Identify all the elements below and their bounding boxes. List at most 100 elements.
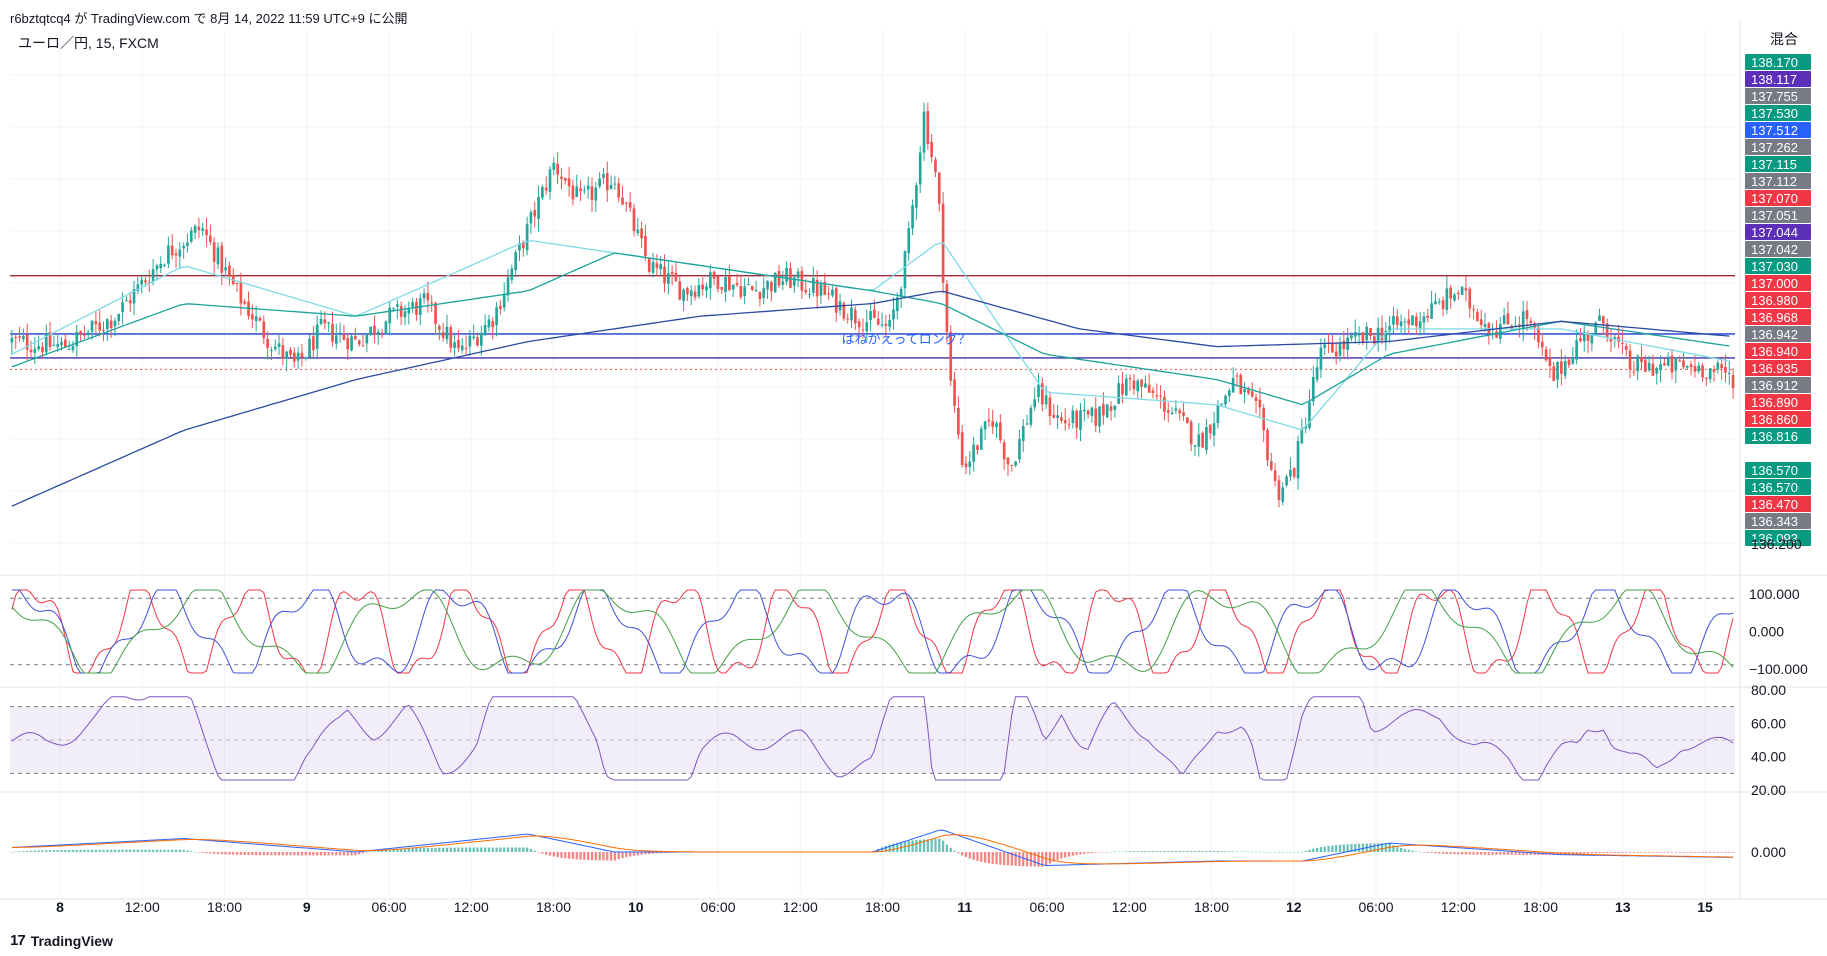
macd-histogram-bar — [655, 852, 659, 854]
candle — [472, 336, 476, 339]
candle — [514, 252, 518, 270]
candle — [1525, 310, 1529, 320]
candle — [907, 228, 911, 254]
symbol-label[interactable]: ユーロ／円, 15, FXCM — [18, 35, 159, 51]
macd-histogram-bar — [968, 852, 971, 859]
macd-histogram-bar — [1071, 852, 1075, 856]
rsi-band — [10, 706, 1735, 774]
macd-histogram-bar — [552, 852, 555, 857]
macd-histogram-bar — [235, 852, 239, 855]
candle — [716, 276, 720, 289]
candle — [434, 303, 437, 324]
macd-histogram-bar — [1186, 850, 1189, 852]
macd-histogram-bar — [37, 850, 40, 852]
candle — [521, 241, 525, 249]
macd-histogram-bar — [1678, 852, 1681, 853]
time-tick-label: 12:00 — [1441, 899, 1476, 915]
candle — [1590, 334, 1594, 344]
price-badge — [1745, 105, 1811, 121]
candle — [1666, 356, 1670, 366]
candle — [1144, 383, 1147, 388]
candle — [1189, 421, 1193, 445]
macd-histogram-bar — [140, 849, 143, 852]
candle — [1163, 396, 1166, 412]
candle — [1063, 420, 1067, 424]
candle — [1342, 340, 1346, 350]
cci-tick-label: 100.000 — [1749, 586, 1800, 602]
candle — [1399, 321, 1403, 327]
candle — [1678, 360, 1681, 362]
candle — [1693, 365, 1697, 372]
price-badge-label: 136.860 — [1751, 412, 1798, 427]
macd-histogram-bar — [1480, 852, 1483, 855]
candle — [1086, 410, 1090, 415]
macd-histogram-bar — [1586, 852, 1590, 854]
candle — [1502, 315, 1506, 325]
candle — [1705, 377, 1708, 379]
candle — [224, 267, 227, 271]
macd-histogram-bar — [579, 852, 582, 860]
macd-histogram-bar — [281, 852, 285, 856]
macd-tick-label: 0.000 — [1751, 844, 1786, 860]
macd-histogram-bar — [1323, 846, 1326, 852]
candle — [1178, 410, 1182, 414]
candle — [689, 290, 693, 297]
macd-histogram-bar — [1239, 851, 1242, 853]
macd-histogram-bar — [274, 852, 277, 856]
footer-logo[interactable]: 17 TradingView — [10, 932, 113, 949]
macd-histogram-bar — [1308, 849, 1311, 852]
candle — [373, 325, 376, 335]
candle — [819, 283, 823, 296]
candle — [1296, 441, 1300, 479]
macd-histogram-bar — [545, 852, 548, 855]
macd-histogram-bar — [922, 839, 926, 852]
macd-histogram-bar — [919, 839, 922, 852]
macd-histogram-bar — [911, 840, 914, 852]
macd-histogram-bar — [1254, 851, 1258, 853]
price-badge-label: 136.935 — [1751, 361, 1798, 376]
publish-header: r6bztqtcq4 が TradingView.com で 8月 14, 20… — [10, 11, 408, 26]
candle — [1052, 414, 1056, 418]
time-tick-label: 8 — [56, 899, 64, 915]
macd-histogram-bar — [98, 849, 101, 852]
macd-histogram-bar — [213, 852, 216, 854]
macd-histogram-bar — [1426, 852, 1429, 853]
candle — [1529, 321, 1533, 324]
candle — [1151, 390, 1155, 393]
candle — [464, 347, 468, 349]
candle — [823, 281, 827, 295]
candle — [957, 407, 960, 435]
macd-histogram-bar — [445, 847, 449, 852]
candle — [327, 322, 331, 324]
scale-mode-label[interactable]: 混合 — [1770, 31, 1798, 47]
price-badge — [1745, 377, 1811, 393]
candle — [155, 265, 159, 270]
macd-histogram-bar — [1380, 843, 1384, 852]
candle — [1376, 327, 1380, 342]
macd-histogram-bar — [358, 852, 361, 855]
candle — [991, 421, 995, 427]
macd-histogram-bar — [625, 852, 628, 858]
candle — [1292, 468, 1296, 477]
price-badge — [1745, 462, 1811, 478]
candle — [499, 305, 502, 310]
macd-histogram-bar — [1667, 852, 1670, 853]
macd-histogram-bar — [1491, 852, 1494, 855]
candle — [1334, 351, 1338, 357]
candle — [289, 350, 292, 355]
price-badge — [1745, 428, 1811, 444]
macd-histogram-bar — [1075, 852, 1078, 855]
candle — [1544, 349, 1548, 361]
candle — [201, 228, 205, 231]
price-badge — [1745, 71, 1811, 87]
candle — [14, 337, 18, 339]
macd-histogram-bar — [1720, 852, 1723, 853]
candle — [1212, 423, 1216, 436]
candle — [1655, 368, 1659, 374]
macd-histogram-bar — [48, 850, 52, 852]
candle — [1098, 406, 1101, 427]
macd-histogram-bar — [884, 845, 888, 852]
macd-histogram-bar — [1357, 843, 1361, 852]
macd-pane — [10, 829, 1735, 867]
